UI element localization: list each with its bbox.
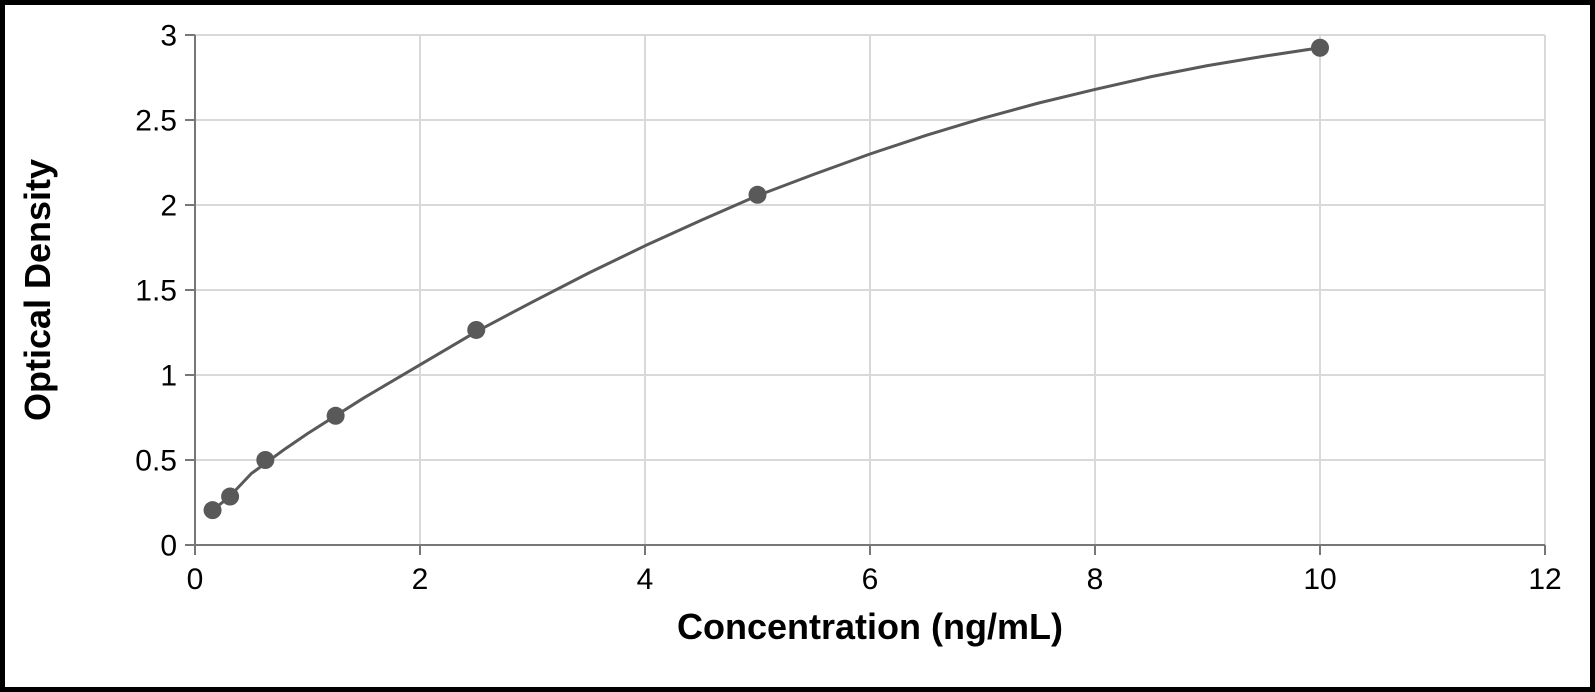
chart-svg: 0 2 4 6 8 10 12 0 0.5 1 1.5 2 2.5 3 Concentration (ng/… xyxy=(5,5,1590,687)
x-tick-label: 6 xyxy=(862,563,879,596)
data-point-marker xyxy=(204,501,222,519)
x-axis-title: Concentration (ng/mL) xyxy=(677,606,1063,647)
y-tick-label: 2 xyxy=(160,190,177,223)
data-point-marker xyxy=(749,186,767,204)
y-tick-label: 0.5 xyxy=(135,445,177,478)
x-tick-label: 4 xyxy=(637,563,654,596)
x-tick-label: 10 xyxy=(1303,563,1336,596)
y-axis-title: Optical Density xyxy=(17,159,58,421)
x-tick-label: 12 xyxy=(1528,563,1561,596)
y-tick-label: 1 xyxy=(160,360,177,393)
y-tick-label: 3 xyxy=(160,20,177,53)
y-tick-label: 1.5 xyxy=(135,275,177,308)
y-tick-label: 0 xyxy=(160,530,177,563)
x-tick-label: 8 xyxy=(1087,563,1104,596)
data-point-marker xyxy=(327,407,345,425)
chart-frame: 0 2 4 6 8 10 12 0 0.5 1 1.5 2 2.5 3 Concentration (ng/… xyxy=(0,0,1595,692)
data-point-marker xyxy=(256,451,274,469)
x-tick-label: 2 xyxy=(412,563,429,596)
data-point-marker xyxy=(1311,39,1329,57)
data-point-marker xyxy=(221,488,239,506)
y-tick-label: 2.5 xyxy=(135,105,177,138)
x-tick-label: 0 xyxy=(187,563,204,596)
data-point-marker xyxy=(467,321,485,339)
